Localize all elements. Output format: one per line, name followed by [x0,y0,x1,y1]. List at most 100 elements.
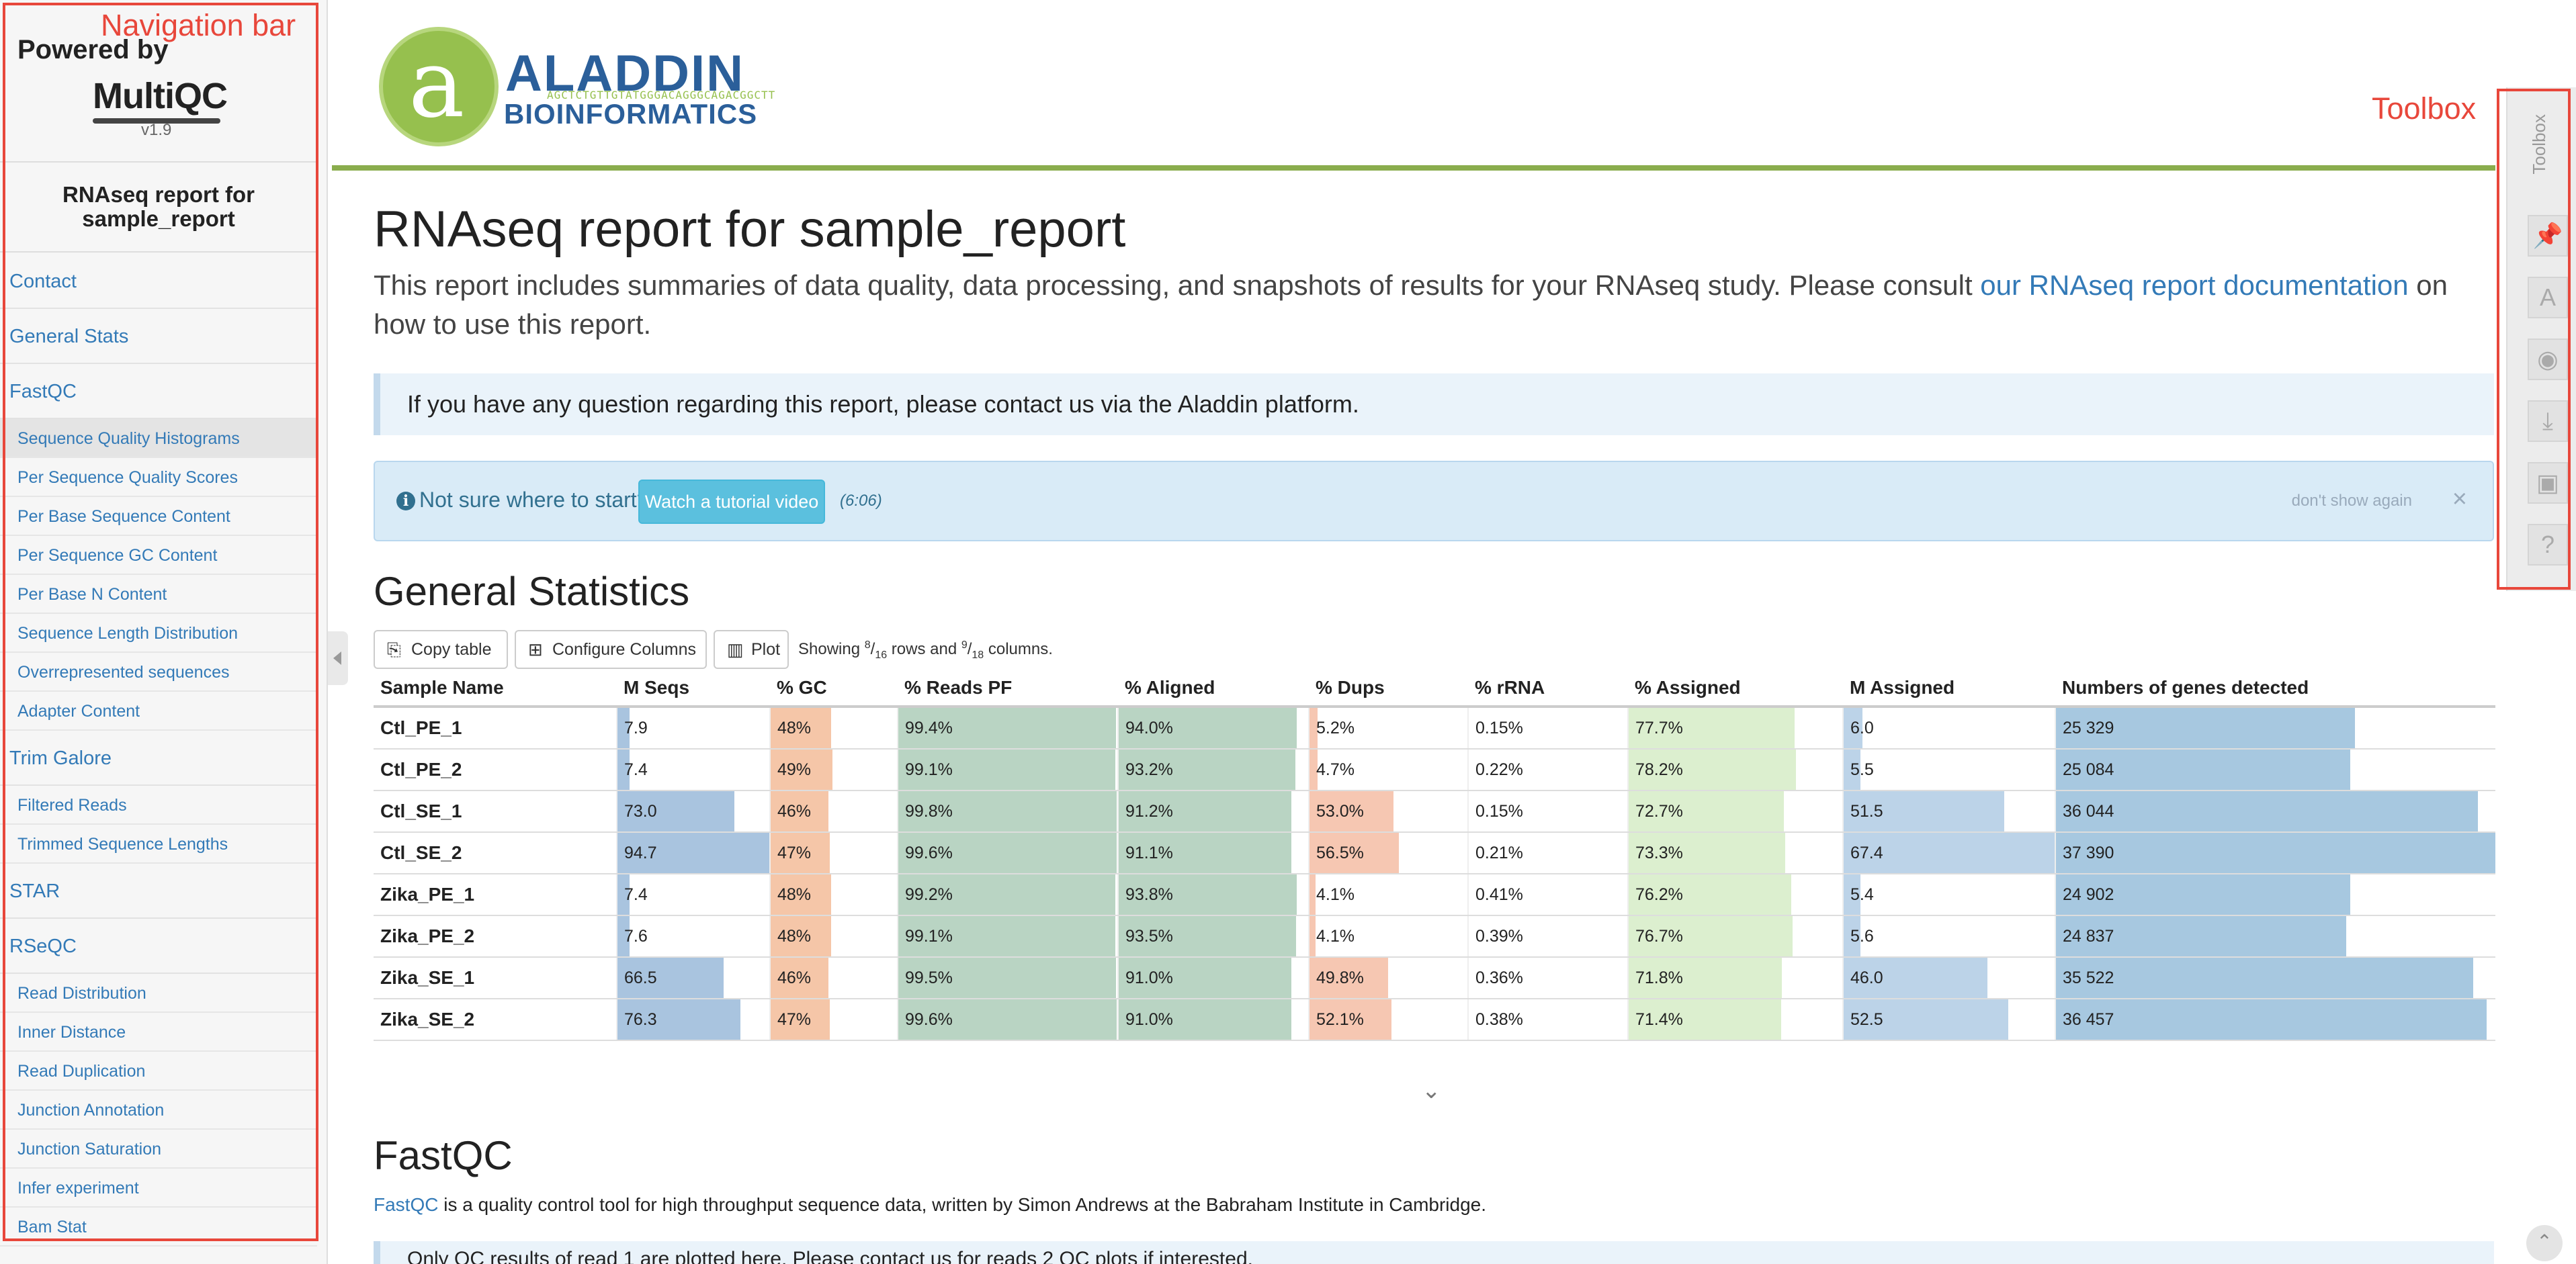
sidebar-item-sequence-length-distribution[interactable]: Sequence Length Distribution [0,614,317,653]
sidebar-item-trimmed-sequence-lengths[interactable]: Trimmed Sequence Lengths [0,825,317,864]
sidebar-item-adapter-content[interactable]: Adapter Content [0,692,317,731]
stat-cell-gc: 48% [769,915,898,958]
table-row: Zika_SE_2 76.3 47% 99.6% 91.0% 52.1% 0.38% 71.4… [374,999,2495,1041]
sidebar-item-sequence-quality-histograms[interactable]: Sequence Quality Histograms [0,419,317,458]
value-bar [2056,750,2351,790]
watch-tutorial-button[interactable]: Watch a tutorial video [638,480,825,524]
stat-cell-dups: 49.8% [1308,957,1468,999]
version-label: v1.9 [141,121,172,139]
sidebar-item-per-base-n-content[interactable]: Per Base N Content [0,575,317,614]
stat-value: 99.1% [905,927,953,946]
pin-icon[interactable]: 📌 [2528,215,2568,257]
stat-value: 46% [777,802,812,821]
column-header-m-assigned[interactable]: M Assigned [1843,670,2055,708]
stat-cell-rrna: 0.21% [1467,832,1628,874]
toolbox-title[interactable]: Toolbox [2529,114,2549,175]
dont-show-again-link[interactable]: don't show again [2291,492,2412,510]
info-icon: i [396,492,415,510]
navigation-sidebar: Powered by MultiQC v1.9 RNAseq report fo… [0,0,328,1264]
toolbox-annotation-label: Toolbox [2372,91,2477,126]
sidebar-item-general-stats[interactable]: General Stats [0,309,317,364]
column-header-m-seqs[interactable]: M Seqs [617,670,770,708]
sidebar-item-contact[interactable]: Contact [0,254,317,309]
table-row: Ctl_SE_1 73.0 46% 99.8% 91.2% 53.0% 0.15% 72.7%… [374,791,2495,833]
sidebar-item-read-duplication[interactable]: Read Duplication [0,1052,317,1091]
sidebar-item-bam-stat[interactable]: Bam Stat [0,1208,317,1247]
sidebar-item-junction-annotation[interactable]: Junction Annotation [0,1091,317,1130]
value-bar [771,958,829,998]
sidebar-item-per-sequence-gc-content[interactable]: Per Sequence GC Content [0,536,317,575]
download-icon[interactable]: ⤓ [2528,400,2568,442]
save-icon[interactable]: ▣ [2528,462,2568,504]
expand-table-chevron-icon[interactable]: ⌄ [1422,1078,1441,1103]
value-bar [1119,958,1291,998]
stat-cell-aligned: 91.0% [1117,957,1309,999]
column-header--rrna[interactable]: % rRNA [1468,670,1628,708]
divider [0,251,317,253]
multiqc-logo[interactable]: MultiQC [93,75,228,124]
stat-cell-mseqs: 7.6 [616,915,770,958]
font-icon[interactable]: A [2528,277,2568,318]
value-bar [1119,916,1296,956]
stat-cell-assigned: 78.2% [1627,749,1843,791]
sidebar-item-trim-galore[interactable]: Trim Galore [0,731,317,786]
configure-columns-button[interactable]: ⊞ Configure Columns [515,630,707,669]
stat-value: 5.6 [1850,927,1874,946]
plot-button[interactable]: ▥ Plot [714,630,789,669]
sidebar-item-inner-distance[interactable]: Inner Distance [0,1013,317,1052]
column-header--assigned[interactable]: % Assigned [1628,670,1843,708]
showing-rows-columns: Showing 8/16 rows and 9/18 columns. [798,639,1053,661]
stat-value: 76.3 [624,1010,657,1029]
stat-value: 67.4 [1850,844,1883,862]
sidebar-report-title[interactable]: RNAseq report for sample_report [62,182,255,231]
stat-value: 48% [777,885,812,904]
eye-slash-icon[interactable]: ◉ [2528,338,2568,380]
stat-value: 4.7% [1316,760,1355,779]
value-bar [898,916,1116,956]
documentation-link[interactable]: our RNAseq report documentation [1980,269,2409,301]
aladdin-logo-mark[interactable]: a [379,27,499,146]
stat-cell-mseqs: 7.4 [616,874,770,916]
sidebar-item-star[interactable]: STAR [0,864,317,919]
fastqc-link[interactable]: FastQC [374,1194,439,1215]
column-header--dups[interactable]: % Dups [1309,670,1468,708]
sidebar-item-junction-saturation[interactable]: Junction Saturation [0,1130,317,1169]
intro-text: This report includes summaries of data q… [374,269,2448,340]
help-icon[interactable]: ? [2528,524,2568,566]
close-icon[interactable]: × [2452,485,2467,513]
stat-value: 99.4% [905,719,953,737]
scroll-to-top-icon[interactable]: ⌃ [2526,1225,2563,1261]
bar-chart-icon: ▥ [727,639,744,660]
value-bar [2056,708,2355,748]
sidebar-collapse-handle[interactable] [328,631,348,685]
toolbox-panel: Toolbox 📌 A ◉ ⤓ ▣? [2506,87,2576,591]
column-header--reads-pf[interactable]: % Reads PF [898,670,1118,708]
stat-value: 36 044 [2063,802,2114,821]
grid-icon: ⊞ [528,639,543,660]
column-header-numbers-of-genes-detected[interactable]: Numbers of genes detected [2055,670,2495,708]
sidebar-item-rseqc[interactable]: RSeQC [0,919,317,974]
value-bar [771,750,833,790]
sidebar-item-infer-experiment[interactable]: Infer experiment [0,1169,317,1208]
column-header-sample-name[interactable]: Sample Name [374,670,617,708]
sidebar-item-per-sequence-quality-scores[interactable]: Per Sequence Quality Scores [0,458,317,497]
sidebar-item-read-distribution[interactable]: Read Distribution [0,974,317,1013]
sample-name-cell: Ctl_SE_2 [374,832,617,874]
sidebar-item-fastqc[interactable]: FastQC [0,364,317,419]
stat-value: 24 902 [2063,885,2114,904]
copy-table-button[interactable]: ⎘ Copy table [374,630,508,669]
stat-value: 52.1% [1316,1010,1364,1029]
column-header--gc[interactable]: % GC [770,670,898,708]
stat-cell-rrna: 0.15% [1467,707,1628,750]
stat-cell-gc: 46% [769,957,898,999]
value-bar [898,958,1117,998]
column-header--aligned[interactable]: % Aligned [1118,670,1309,708]
stat-cell-genes: 25 329 [2055,707,2495,750]
fastqc-callout: Only QC results of read 1 are plotted he… [374,1241,2494,1264]
stat-value: 5.5 [1850,760,1874,779]
sidebar-item-filtered-reads[interactable]: Filtered Reads [0,786,317,825]
sidebar-item-overrepresented-sequences[interactable]: Overrepresented sequences [0,653,317,692]
value-bar [1310,791,1393,831]
value-bar [1310,833,1399,873]
sidebar-item-per-base-sequence-content[interactable]: Per Base Sequence Content [0,497,317,536]
